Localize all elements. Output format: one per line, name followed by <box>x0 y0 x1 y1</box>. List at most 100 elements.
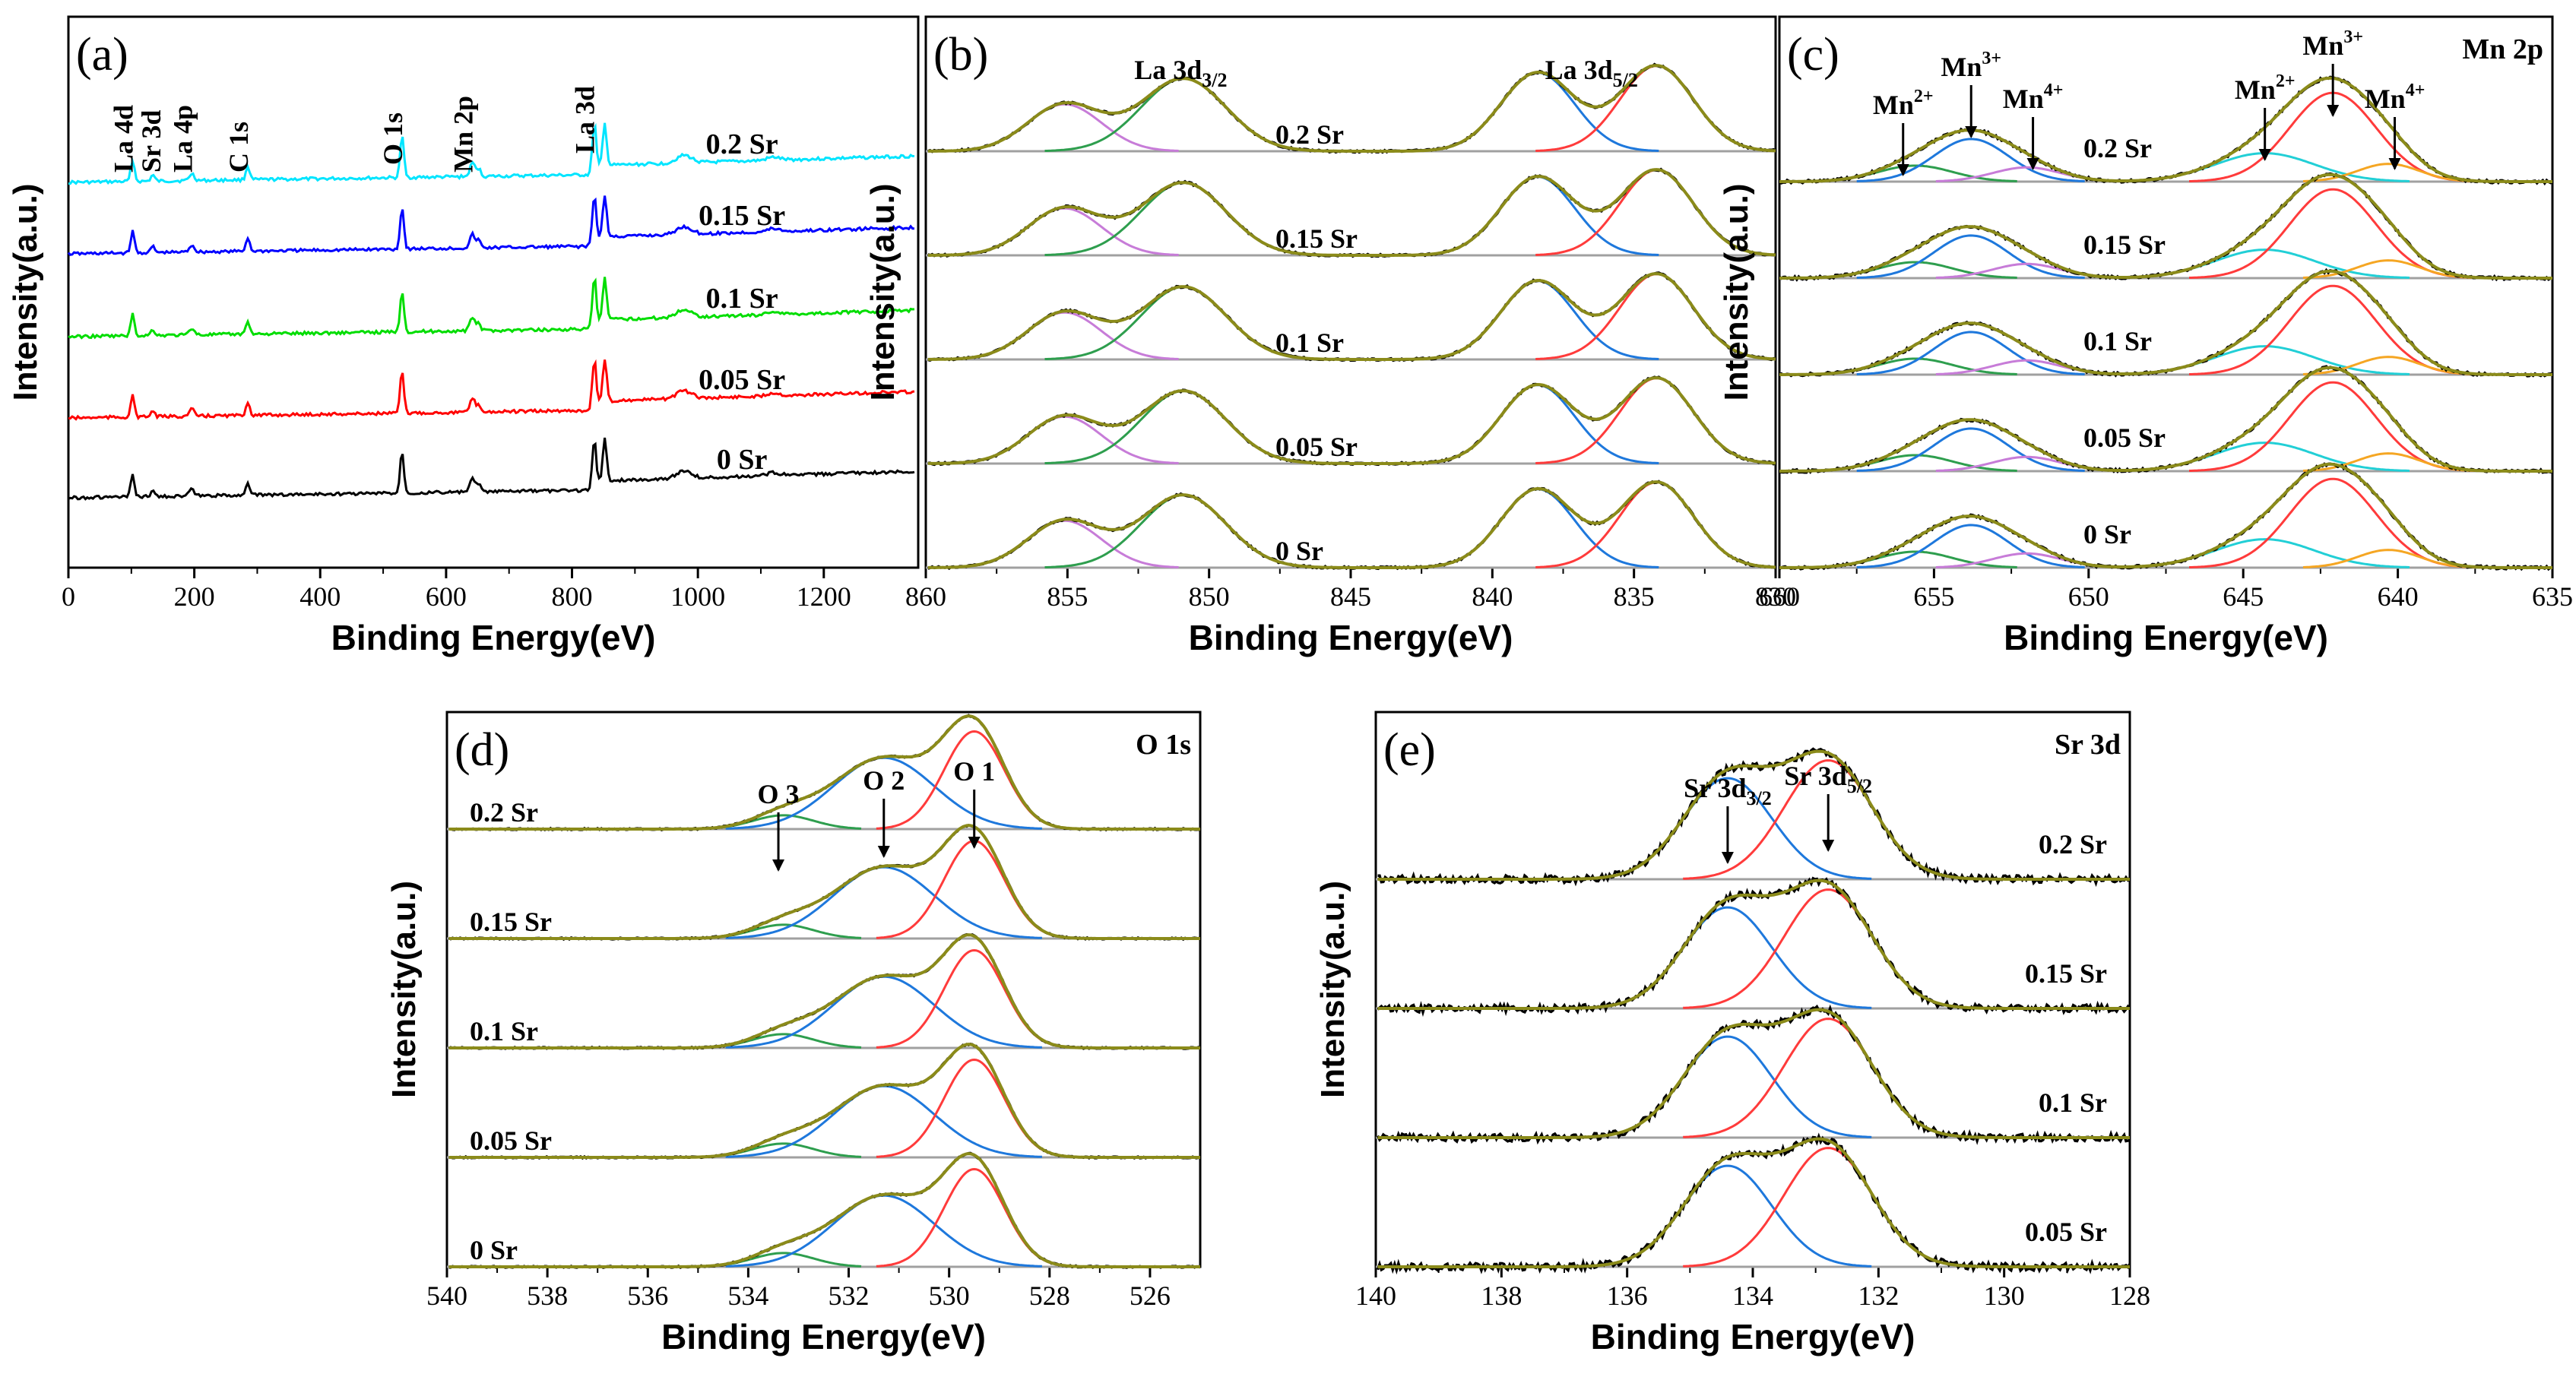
fit-envelope <box>1377 1137 2130 1268</box>
component-peak <box>1416 280 1659 360</box>
fit-envelope <box>927 480 1776 569</box>
series-label: 0.1 Sr <box>706 283 778 315</box>
fit-envelope <box>927 272 1776 361</box>
x-tick-label: 660 <box>1759 581 1800 612</box>
x-tick-label: 532 <box>829 1280 870 1311</box>
series-label: 0.2 Sr <box>1275 119 1344 150</box>
arrow-head <box>877 846 890 858</box>
arrow-head <box>2388 158 2401 170</box>
corner-label: Sr 3d <box>2055 729 2121 761</box>
x-tick-label: 830 <box>1755 581 1796 612</box>
annotation: O 2 <box>863 765 905 796</box>
x-tick-label: 655 <box>1913 581 1954 612</box>
peak-label: Sr 3d <box>136 110 166 173</box>
panel-b: 860 855 850 845 840 835 830 (b) Binding Energy(e… <box>864 15 1796 657</box>
y-axis-title: Intensity(a.u.) <box>1314 881 1351 1098</box>
survey-line-0.2-Sr <box>68 122 915 185</box>
raw-spectrum <box>448 714 1201 832</box>
series-label: 0.2 Sr <box>2083 133 2152 163</box>
x-tick-label: 640 <box>2378 581 2419 612</box>
fit-envelope <box>1779 76 2552 183</box>
x-tick-label: 800 <box>552 581 593 612</box>
component-peak <box>1416 176 1659 256</box>
peak-label: La 4d <box>108 105 138 173</box>
fit-envelope <box>448 933 1200 1049</box>
panel-label: (e) <box>1383 724 1436 776</box>
annotation: Mn4+ <box>2003 81 2064 114</box>
component-peak <box>2302 163 2473 182</box>
raw-spectrum <box>927 480 1776 571</box>
peak-label: O 1s <box>378 112 408 165</box>
x-tick-label: 534 <box>727 1280 768 1311</box>
y-axis-title: Intensity(a.u.) <box>7 183 44 400</box>
x-tick-label: 530 <box>929 1280 970 1311</box>
x-tick-label: 1200 <box>797 581 851 612</box>
annotation: O 1 <box>953 756 995 787</box>
component-peak <box>949 207 1179 256</box>
series-label: 0.15 Sr <box>2025 958 2107 989</box>
component-peak <box>1585 906 1872 1009</box>
fit-envelope <box>448 1043 1200 1159</box>
survey-line-0.05-Sr <box>68 359 915 421</box>
component-peak <box>2302 356 2473 375</box>
arrow-head <box>2026 158 2039 170</box>
x-tick-label: 536 <box>627 1280 668 1311</box>
x-tick-label: 526 <box>1130 1280 1171 1311</box>
x-tick-label: 860 <box>905 581 946 612</box>
fit-envelope <box>1779 173 2552 280</box>
component-peak <box>1856 524 2085 568</box>
raw-spectrum <box>927 271 1776 362</box>
component-peak <box>1535 481 1776 568</box>
component-peak <box>1416 384 1659 464</box>
annotation: O 3 <box>758 779 800 809</box>
x-tick-label: 400 <box>299 581 341 612</box>
arrow-head <box>1965 126 1978 138</box>
component-peak <box>949 103 1179 152</box>
x-tick-label: 1000 <box>670 581 725 612</box>
panel-label: (d) <box>455 724 509 776</box>
x-tick-label: 845 <box>1330 581 1371 612</box>
component-peak <box>2302 259 2473 279</box>
annotation: La 3d3/2 <box>1134 55 1227 91</box>
raw-spectrum <box>448 932 1201 1050</box>
raw-spectrum <box>1377 876 2131 1018</box>
peak-label: Mn 2p <box>448 96 479 173</box>
annotation: Mn2+ <box>2235 71 2296 105</box>
component-peak <box>1856 427 2085 472</box>
arrow-head <box>1896 164 1909 176</box>
annotation: Mn4+ <box>2365 81 2425 114</box>
arrow-head <box>772 859 785 872</box>
series-label: 0 Sr <box>1275 536 1323 566</box>
raw-spectrum <box>1376 1132 2131 1275</box>
x-tick-label: 138 <box>1481 1280 1522 1311</box>
panel-label: (c) <box>1787 29 1839 81</box>
x-tick-label: 134 <box>1732 1280 1773 1311</box>
component-peak <box>1585 1164 1872 1268</box>
annotation: Mn3+ <box>1941 49 2001 82</box>
arrow-head <box>2327 105 2340 117</box>
fit-envelope <box>927 376 1776 465</box>
component-peak <box>1856 234 2085 279</box>
survey-line-0.15-Sr <box>67 195 914 256</box>
series-label: 0.1 Sr <box>470 1016 538 1046</box>
arrow-head <box>2258 149 2271 161</box>
panel-d: 540 538 536 534 532 530 528 526 (d) Binding Energ… <box>385 711 1202 1356</box>
raw-spectrum <box>1376 1004 2131 1145</box>
peak-label: C 1s <box>223 122 254 173</box>
series-label: 0.05 Sr <box>2083 423 2166 453</box>
annotation: Sr 3d3/2 <box>1684 773 1772 809</box>
component-peak <box>1856 331 2085 375</box>
fit-envelope <box>1779 462 2552 569</box>
x-tick-label: 650 <box>2068 581 2109 612</box>
x-tick-label: 528 <box>1029 1280 1070 1311</box>
series-label: 0.05 Sr <box>699 364 785 396</box>
x-axis-title: Binding Energy(eV) <box>331 618 656 657</box>
panel-label: (a) <box>76 29 128 81</box>
annotation: Mn2+ <box>1873 87 1934 120</box>
x-tick-label: 540 <box>426 1280 467 1311</box>
fit-envelope <box>927 64 1776 153</box>
survey-line-0-Sr <box>68 437 915 501</box>
corner-label: Mn 2p <box>2462 33 2543 65</box>
arrow-head <box>968 837 981 849</box>
x-tick-label: 645 <box>2223 581 2264 612</box>
